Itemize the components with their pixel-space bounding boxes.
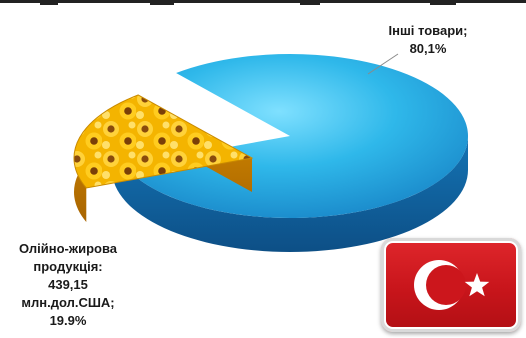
slice-label-oil-line1: Олійно-жирова <box>18 241 118 256</box>
slice-label-oil: Олійно-жирова продукція: 439,15 млн.дол.… <box>4 240 132 330</box>
turkey-flag-icon <box>381 238 521 332</box>
star-icon <box>464 273 490 297</box>
slice-label-other: Інші товари; 80,1% <box>372 22 484 58</box>
pie-slice-oil <box>73 94 254 189</box>
slice-label-oil-line2: продукція: <box>33 259 103 274</box>
leader-line-other <box>367 53 399 75</box>
crescent-inner <box>426 265 466 305</box>
slice-label-oil-pct: 19.9% <box>49 313 87 328</box>
slice-label-oil-amount: 439,15 <box>48 277 88 292</box>
slice-label-oil-unit: млн.дол.США; <box>21 295 115 310</box>
slice-label-other-name: Інші товари; <box>388 23 468 38</box>
pie-slice-other <box>124 53 468 218</box>
pie-slice-other-side <box>112 136 468 252</box>
cropped-title-remnant <box>0 0 526 5</box>
slice-label-other-pct: 80,1% <box>409 41 447 56</box>
